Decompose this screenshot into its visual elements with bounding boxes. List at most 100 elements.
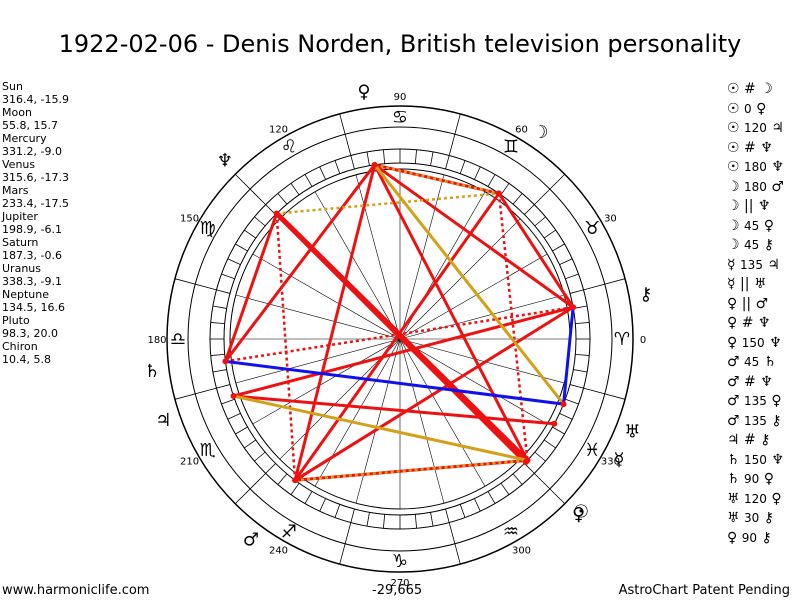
degree-tick	[524, 204, 535, 215]
aspect-row: ♃ # ⚷	[727, 431, 784, 451]
degree-tick	[221, 273, 235, 280]
degree-tick	[575, 353, 590, 356]
aspect-row: ♀ 150 ♆	[727, 334, 784, 354]
aspect-row: ☽ 45 ♀	[727, 217, 784, 237]
aspect-symbol: #	[744, 81, 756, 97]
degree-tick	[569, 384, 584, 389]
zodiac-sign-icon: ♍	[200, 218, 216, 239]
aspect-row: ☽ 180 ♂	[727, 178, 784, 198]
degree-label: 210	[180, 457, 199, 468]
zodiac-sign-icon: ♑	[392, 551, 408, 572]
spoke-line	[355, 174, 401, 340]
degree-tick	[414, 149, 417, 164]
degree-tick	[350, 508, 355, 523]
aspect-row: ☽ || ♆	[727, 197, 784, 217]
planet-coords: 233.4, -17.5	[2, 197, 69, 210]
planet-glyph: ☉	[727, 100, 740, 117]
body-marker	[522, 459, 529, 466]
aspect-symbol: ||	[741, 295, 752, 312]
aspect-symbol: #	[744, 432, 756, 448]
planet-name: Moon	[2, 106, 32, 119]
degree-tick	[487, 491, 496, 504]
aspect-line	[294, 459, 528, 482]
aspect-angle: 120	[744, 491, 767, 506]
aspect-symbol: ||	[740, 276, 750, 292]
website-link[interactable]: www.harmoniclife.com	[2, 583, 150, 598]
aspect-angle: 45	[744, 238, 760, 252]
aspect-line	[224, 212, 279, 362]
planet-glyph: ♀	[756, 100, 767, 117]
aspect-angle: 150	[744, 452, 767, 467]
degree-tick	[277, 193, 288, 205]
aspect-symbol: #	[744, 139, 756, 156]
bottom-value: -29,665	[372, 583, 423, 598]
degree-tick	[445, 508, 450, 523]
planet-name: Mars	[2, 184, 29, 197]
degree-tick	[227, 413, 241, 420]
sign-boundary	[534, 473, 566, 505]
degree-tick	[552, 426, 565, 435]
degree-tick	[500, 482, 510, 495]
chart-title: 1922-02-06 - Denis Norden, British telev…	[58, 30, 742, 58]
spoke-line	[235, 338, 401, 384]
sign-ring-circle	[187, 126, 613, 552]
planet-glyph: ♀	[763, 217, 775, 234]
degree-label: 0	[640, 335, 646, 346]
planet-coords: 331.2, -9.0	[2, 145, 62, 158]
planet-name: Neptune	[2, 288, 50, 301]
aspect-row: ☉ # ♆	[727, 139, 784, 159]
planet-glyph: ♀	[727, 295, 738, 312]
planet-coords: 338.3, -9.1	[2, 275, 62, 288]
degree-tick	[512, 193, 523, 205]
aspect-list: ☉ # ☽ ☉ 0 ♀ ☉ 120 ♃ ☉ # ♆ ☉ 180 ♆ ☽ 180 …	[727, 80, 784, 548]
planet-glyph: ☉	[727, 139, 740, 156]
degree-label: 300	[512, 545, 531, 556]
degree-tick	[534, 451, 546, 462]
aspect-symbol: #	[741, 315, 754, 331]
planet-name: Jupiter	[2, 210, 38, 223]
body-marker	[292, 477, 299, 484]
planet-name: Sun	[2, 80, 23, 93]
aspect-row: ♅ 120 ♀	[727, 490, 784, 510]
aspect-row: ☽ 45 ⚷	[727, 236, 784, 256]
planet-name: Pluto	[2, 314, 30, 327]
planet-glyph: ♀	[771, 490, 782, 507]
planet-glyph: ☽	[727, 198, 740, 214]
planet-glyph: ♆	[760, 373, 773, 390]
aspect-row: ☉ # ☽	[727, 80, 784, 100]
planet-glyph: ♆	[771, 451, 784, 468]
zodiac-sign-icon: ♋	[392, 107, 408, 128]
planet-glyph: ☽	[727, 217, 740, 234]
aspect-angle: 180	[744, 160, 767, 174]
degree-tick	[445, 155, 450, 170]
degree-tick	[254, 451, 266, 462]
body-marker	[371, 161, 378, 168]
planet-glyph: ♃	[727, 432, 740, 448]
planet-glyph: ♀	[727, 334, 738, 351]
degree-tick	[216, 384, 231, 389]
aspect-row: ☿ || ♅	[727, 275, 784, 295]
sign-boundary	[448, 522, 461, 565]
planet-coords: 10.4, 5.8	[2, 353, 51, 366]
spoke-line	[399, 218, 521, 340]
degree-tick	[565, 273, 579, 280]
aspect-line	[373, 163, 565, 406]
aspect-line	[275, 213, 297, 481]
planet-glyph-icon: ☉	[573, 501, 589, 522]
outer-circle	[166, 105, 634, 573]
degree-tick	[277, 473, 288, 485]
aspect-line	[224, 163, 376, 363]
degree-tick	[221, 398, 235, 405]
aspect-line	[293, 164, 377, 481]
zodiac-sign-icon: ♏	[200, 440, 216, 461]
degree-label: 330	[601, 457, 620, 468]
sign-boundary	[174, 387, 217, 400]
degree-label: 270	[390, 578, 409, 589]
aspect-row: ♂ # ♆	[727, 373, 784, 393]
sign-boundary	[583, 278, 626, 291]
planet-glyph: ♅	[727, 490, 740, 507]
planet-glyph: ☽	[727, 237, 740, 253]
patent-notice: AstroChart Patent Pending	[618, 583, 790, 598]
degree-tick	[569, 289, 584, 294]
